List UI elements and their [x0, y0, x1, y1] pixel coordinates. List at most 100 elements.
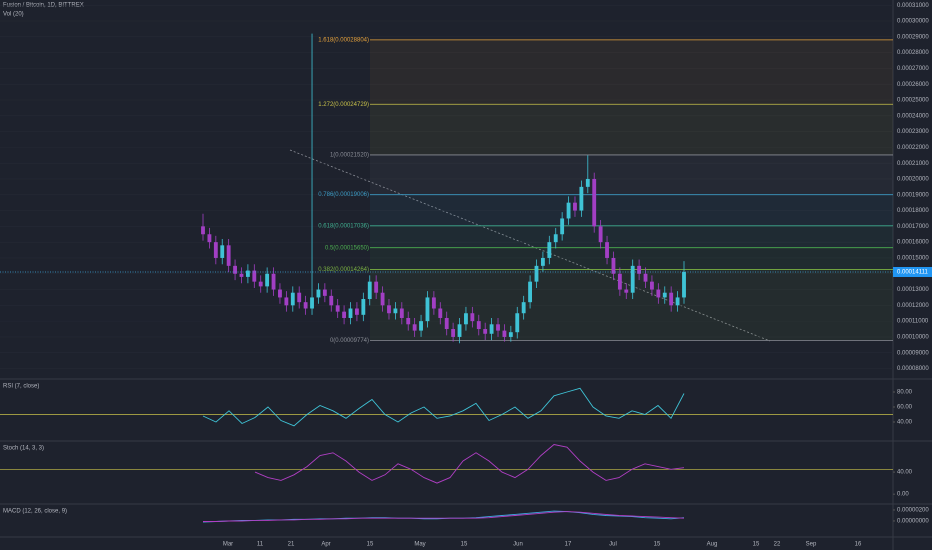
- candle-body: [425, 297, 430, 322]
- candle-body: [380, 292, 385, 306]
- y-tick-label: 0.00024000: [897, 113, 929, 119]
- candle-body: [573, 202, 577, 211]
- candle-body: [611, 257, 616, 274]
- candle-body: [508, 332, 513, 337]
- fib-label: 0.382(0.00014264): [318, 267, 369, 273]
- candle-body: [201, 226, 205, 235]
- candle-body: [650, 281, 654, 290]
- candle-body: [348, 308, 353, 318]
- candle-body: [540, 257, 545, 266]
- candle-body: [624, 289, 629, 293]
- x-tick-label: Aug: [707, 542, 718, 548]
- candle-body: [630, 265, 635, 293]
- y-tick-label: 40.00: [897, 470, 913, 476]
- candle-body: [220, 245, 225, 258]
- fib-band: [370, 247, 893, 270]
- y-tick-label: 0.00028000: [897, 50, 929, 56]
- x-tick-label: 15: [654, 542, 661, 548]
- fib-band: [370, 39, 893, 105]
- candle-body: [534, 265, 539, 282]
- indicator-line: [203, 511, 685, 522]
- symbol-title: Fusion / Bitcoin, 1D, BITTREX: [3, 3, 84, 9]
- fib-label: 0.786(0.00019006): [318, 192, 369, 198]
- fib-label: 0.618(0.00017036): [318, 223, 369, 229]
- x-tick-label: 22: [774, 542, 781, 548]
- fib-band: [370, 154, 893, 195]
- y-tick-label: 0.00: [897, 492, 909, 498]
- candle-body: [547, 242, 552, 258]
- y-tick-label: 0.00010000: [897, 335, 929, 341]
- candle-body: [399, 308, 404, 318]
- candle-body: [585, 178, 590, 187]
- y-tick-label: 0.00030000: [897, 19, 929, 25]
- candle-body: [521, 302, 526, 314]
- x-tick-label: Jun: [513, 542, 523, 548]
- candle-body: [470, 313, 475, 322]
- candle-body: [560, 218, 565, 235]
- y-tick-label: 0.00012000: [897, 303, 929, 309]
- candle-body: [419, 321, 423, 331]
- x-tick-label: Sep: [806, 542, 817, 548]
- candle-body: [245, 270, 250, 277]
- fib-label: 1(0.00021520): [330, 153, 369, 159]
- candle-body: [213, 242, 218, 258]
- candle-body: [367, 281, 372, 300]
- y-tick-label: 0.00008000: [897, 366, 929, 372]
- x-tick-label: Mar: [223, 542, 233, 548]
- volume-label: Vol (20): [3, 12, 24, 18]
- candle-body: [431, 297, 436, 309]
- candle-body: [342, 311, 347, 318]
- candle-body: [406, 317, 411, 325]
- y-tick-label: 0.00000000: [897, 519, 929, 525]
- x-tick-label: Apr: [321, 542, 330, 548]
- y-tick-label: 0.00009000: [897, 350, 929, 356]
- y-tick-label: 0.00000200: [897, 508, 929, 514]
- candle-body: [265, 273, 270, 287]
- candle-body: [271, 273, 276, 290]
- candle-body: [515, 313, 520, 333]
- candle-body: [483, 329, 488, 334]
- x-tick-label: 11: [257, 542, 264, 548]
- x-tick-label: 15: [753, 542, 760, 548]
- y-tick-label: 40.00: [897, 420, 913, 426]
- candle-body: [393, 308, 398, 314]
- y-tick-label: 0.00015000: [897, 256, 929, 262]
- candle-body: [643, 273, 648, 282]
- y-tick-label: 0.00023000: [897, 129, 929, 135]
- candle-body: [617, 273, 622, 290]
- indicator-line: [254, 444, 685, 484]
- candle-body: [374, 281, 379, 293]
- candle-body: [637, 265, 642, 274]
- y-tick-label: 0.00026000: [897, 82, 929, 88]
- fib-band: [370, 225, 893, 248]
- y-tick-label: 0.00020000: [897, 177, 929, 183]
- candle-body: [662, 292, 667, 298]
- candle-body: [489, 324, 494, 334]
- candle-body: [310, 297, 314, 309]
- y-tick-label: 0.00029000: [897, 34, 929, 40]
- pane-title: MACD (12, 26, close, 9): [3, 509, 67, 515]
- candle-body: [528, 281, 533, 303]
- candle-body: [682, 271, 686, 298]
- candle-body: [278, 289, 282, 298]
- candle-body: [412, 324, 417, 331]
- y-tick-label: 0.00017000: [897, 224, 929, 230]
- candle-body: [239, 273, 244, 277]
- x-tick-label: 17: [565, 542, 572, 548]
- candle-body: [553, 234, 558, 243]
- candle-body: [303, 302, 308, 309]
- y-tick-label: 0.00018000: [897, 208, 929, 214]
- y-tick-label: 0.00022000: [897, 145, 929, 151]
- candle-body: [316, 289, 321, 298]
- candle-body: [579, 186, 584, 211]
- candle-body: [675, 297, 680, 306]
- candle-body: [598, 226, 603, 243]
- y-tick-label: 0.00016000: [897, 240, 929, 246]
- candle-body: [605, 242, 609, 258]
- candle-body: [284, 297, 289, 306]
- candle-body: [566, 202, 571, 219]
- fib-label: 0(0.00009774): [330, 338, 369, 344]
- candle-body: [226, 245, 231, 266]
- x-tick-label: May: [414, 542, 425, 548]
